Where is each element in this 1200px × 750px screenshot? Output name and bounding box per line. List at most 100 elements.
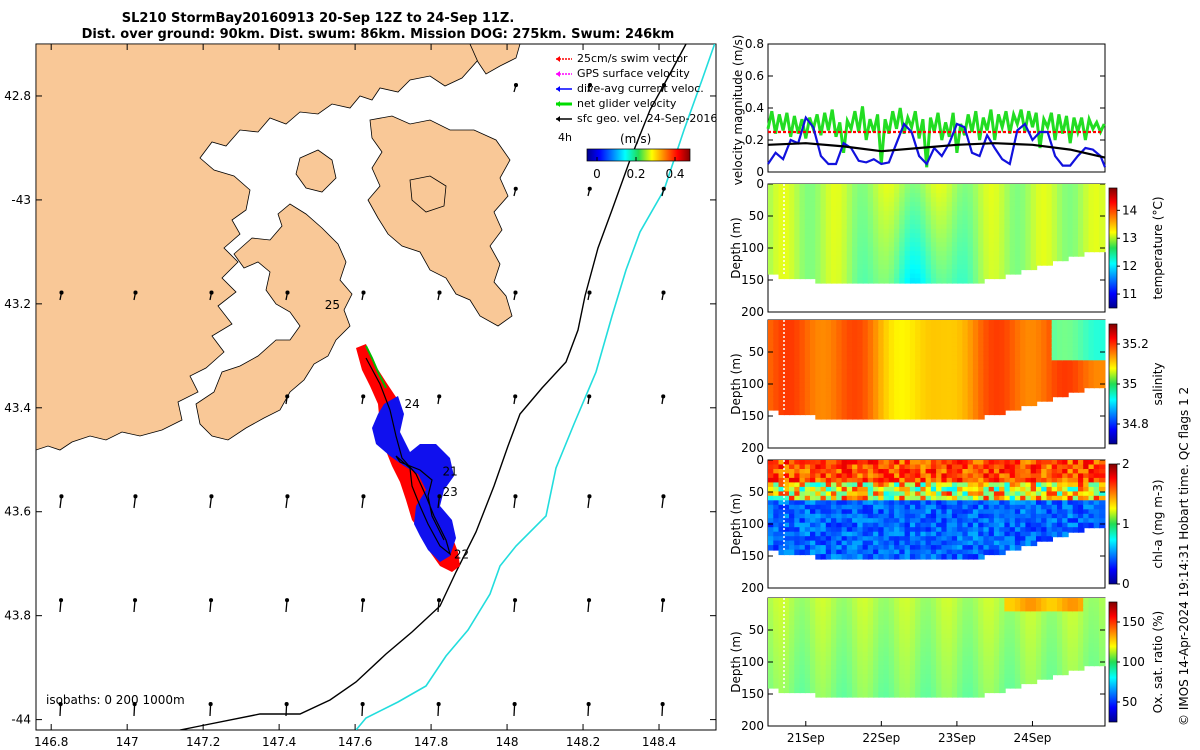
velocity-tick-label: 0.6 xyxy=(745,69,764,83)
geo-arrow-head xyxy=(60,495,63,498)
geo-arrow-head xyxy=(588,395,591,398)
geo-arrow-head xyxy=(514,395,517,398)
geo-arrow-head xyxy=(662,495,665,498)
profile-colorbar xyxy=(1109,324,1117,444)
geo-arrow-head xyxy=(438,599,441,602)
lat-tick-label: 43.8 xyxy=(4,609,31,623)
colorbar-title: (m/s) xyxy=(620,132,651,146)
lon-tick-label: 147.6 xyxy=(338,735,372,749)
geo-arrow-head xyxy=(286,291,289,294)
profile-panel-sal: 50100150200Depth (m)34.83535.2salinity xyxy=(729,320,1165,455)
depth-tick-label: 50 xyxy=(749,209,764,223)
lon-tick-label: 148.2 xyxy=(566,735,600,749)
lon-tick-label: 147.8 xyxy=(414,735,448,749)
colorbar-tick-label: 35.2 xyxy=(1122,337,1149,351)
geo-arrow-head xyxy=(210,495,213,498)
velocity-tick-label: 0.4 xyxy=(745,101,764,115)
colorbar-tick-label: 13 xyxy=(1122,231,1137,245)
depth-axis-label: Depth (m) xyxy=(729,217,743,278)
isobaths-label: isobaths: 0 200 1000m xyxy=(46,693,185,707)
geo-arrow-head xyxy=(438,291,441,294)
title-line-1: SL210 StormBay20160913 20-Sep 12Z to 24-… xyxy=(122,11,515,26)
geo-arrow-head xyxy=(285,703,288,706)
depth-tick-label: 100 xyxy=(741,241,764,255)
title-line-2: Dist. over ground: 90km. Dist. swum: 86k… xyxy=(82,27,675,42)
geo-arrow-head xyxy=(286,395,289,398)
geo-arrow-head xyxy=(60,599,63,602)
depth-axis-label: Depth (m) xyxy=(729,493,743,554)
legend-label: dive-avg current veloc. xyxy=(577,82,704,95)
colorbar-tick-label: 2 xyxy=(1122,457,1130,471)
lon-tick-label: 146.8 xyxy=(34,735,68,749)
scale-label: 4h xyxy=(558,131,572,144)
map-panel: 2524212322 42.8-4343.243.443.643.8-44 14… xyxy=(4,40,717,749)
lon-tick-label: 148 xyxy=(496,735,519,749)
legend-label: net glider velocity xyxy=(577,97,677,110)
lon-tick-label: 147 xyxy=(116,735,139,749)
colorbar-tick-label: 11 xyxy=(1122,287,1137,301)
day-label: 22 xyxy=(454,548,469,562)
day-label: 21 xyxy=(442,464,457,478)
geo-arrow-head xyxy=(438,395,441,398)
colorbar-tick-label: 35 xyxy=(1122,377,1137,391)
speed-cbar-tick: 0.4 xyxy=(665,167,684,181)
lat-tick-label: 43.2 xyxy=(4,297,31,311)
day-label: 25 xyxy=(325,298,340,312)
colorbar-tick-label: 0 xyxy=(1122,577,1130,591)
geo-arrow-head xyxy=(362,291,365,294)
profile-panel-chl: 050100150200Depth (m)012chl-a (mg m-3) xyxy=(729,453,1165,595)
geo-arrow-head xyxy=(134,291,137,294)
geo-arrow-head xyxy=(134,599,137,602)
speed-cbar-tick: 0 xyxy=(593,167,601,181)
geo-arrow-head xyxy=(286,599,289,602)
geo-arrow-head xyxy=(437,703,440,706)
depth-tick-label: 100 xyxy=(741,517,764,531)
colorbar-label: salinity xyxy=(1151,362,1165,405)
geo-arrow-head xyxy=(515,84,518,87)
geo-arrow-head xyxy=(210,291,213,294)
velocity-ylabel: velocity magnitude (m/s) xyxy=(731,35,745,186)
colorbar-label: temperature (°C) xyxy=(1151,197,1165,300)
colorbar-label: chl-a (mg m-3) xyxy=(1151,479,1165,568)
geo-arrow-head xyxy=(134,495,137,498)
profile-colorbar xyxy=(1109,188,1117,308)
geo-arrow-head xyxy=(362,395,365,398)
geo-arrow-head xyxy=(588,291,591,294)
geo-arrow-head xyxy=(210,599,213,602)
geo-arrow-head xyxy=(514,291,517,294)
geo-arrow-head xyxy=(588,599,591,602)
geo-arrow-head xyxy=(362,495,365,498)
profile-panel-temp: 0 50 100 150 200 Depth (m) 11 12 13 14 temperature… xyxy=(729,177,1165,319)
depth-tick-label: 50 xyxy=(749,345,764,359)
geo-arrow-head xyxy=(438,495,441,498)
colorbar-tick-label: 14 xyxy=(1122,203,1137,217)
geo-arrow-head xyxy=(588,495,591,498)
geo-arrow-head xyxy=(587,703,590,706)
geo-arrow-head xyxy=(60,291,63,294)
geo-arrow-head xyxy=(662,291,665,294)
figure: SL210 StormBay20160913 20-Sep 12Z to 24-… xyxy=(0,0,1200,750)
geo-arrow-head xyxy=(286,495,289,498)
legend-label: sfc geo. vel. 24-Sep-2016 xyxy=(577,112,717,125)
depth-tick-label: 150 xyxy=(741,273,764,287)
geo-arrow-head xyxy=(514,495,517,498)
lon-tick-label: 147.4 xyxy=(262,735,296,749)
lat-tick-label: 43.4 xyxy=(4,401,31,415)
colorbar-tick-label: 12 xyxy=(1122,259,1137,273)
geo-arrow-head xyxy=(362,599,365,602)
lon-tick-label: 148.4 xyxy=(642,735,676,749)
depth-tick-label: 100 xyxy=(741,377,764,391)
legend-label: GPS surface velocity xyxy=(577,67,690,80)
profile-panel-ox: 50100150200Depth (m)50100150 Ox. sat. rat… xyxy=(729,598,1165,745)
depth-tick-label: 0 xyxy=(756,177,764,191)
legend-label: 25cm/s swim vector xyxy=(577,52,688,65)
day-label: 23 xyxy=(442,485,457,499)
lat-tick-label: 42.8 xyxy=(4,89,31,103)
depth-tick-label: 200 xyxy=(741,305,764,319)
geo-arrow-head xyxy=(513,703,516,706)
depth-tick-label: 0 xyxy=(756,453,764,467)
lat-tick-label: 43.6 xyxy=(4,505,31,519)
lat-tick-label: -44 xyxy=(11,713,31,727)
velocity-tick-label: 0.8 xyxy=(745,37,764,51)
velocity-tick-label: 0.2 xyxy=(745,133,764,147)
